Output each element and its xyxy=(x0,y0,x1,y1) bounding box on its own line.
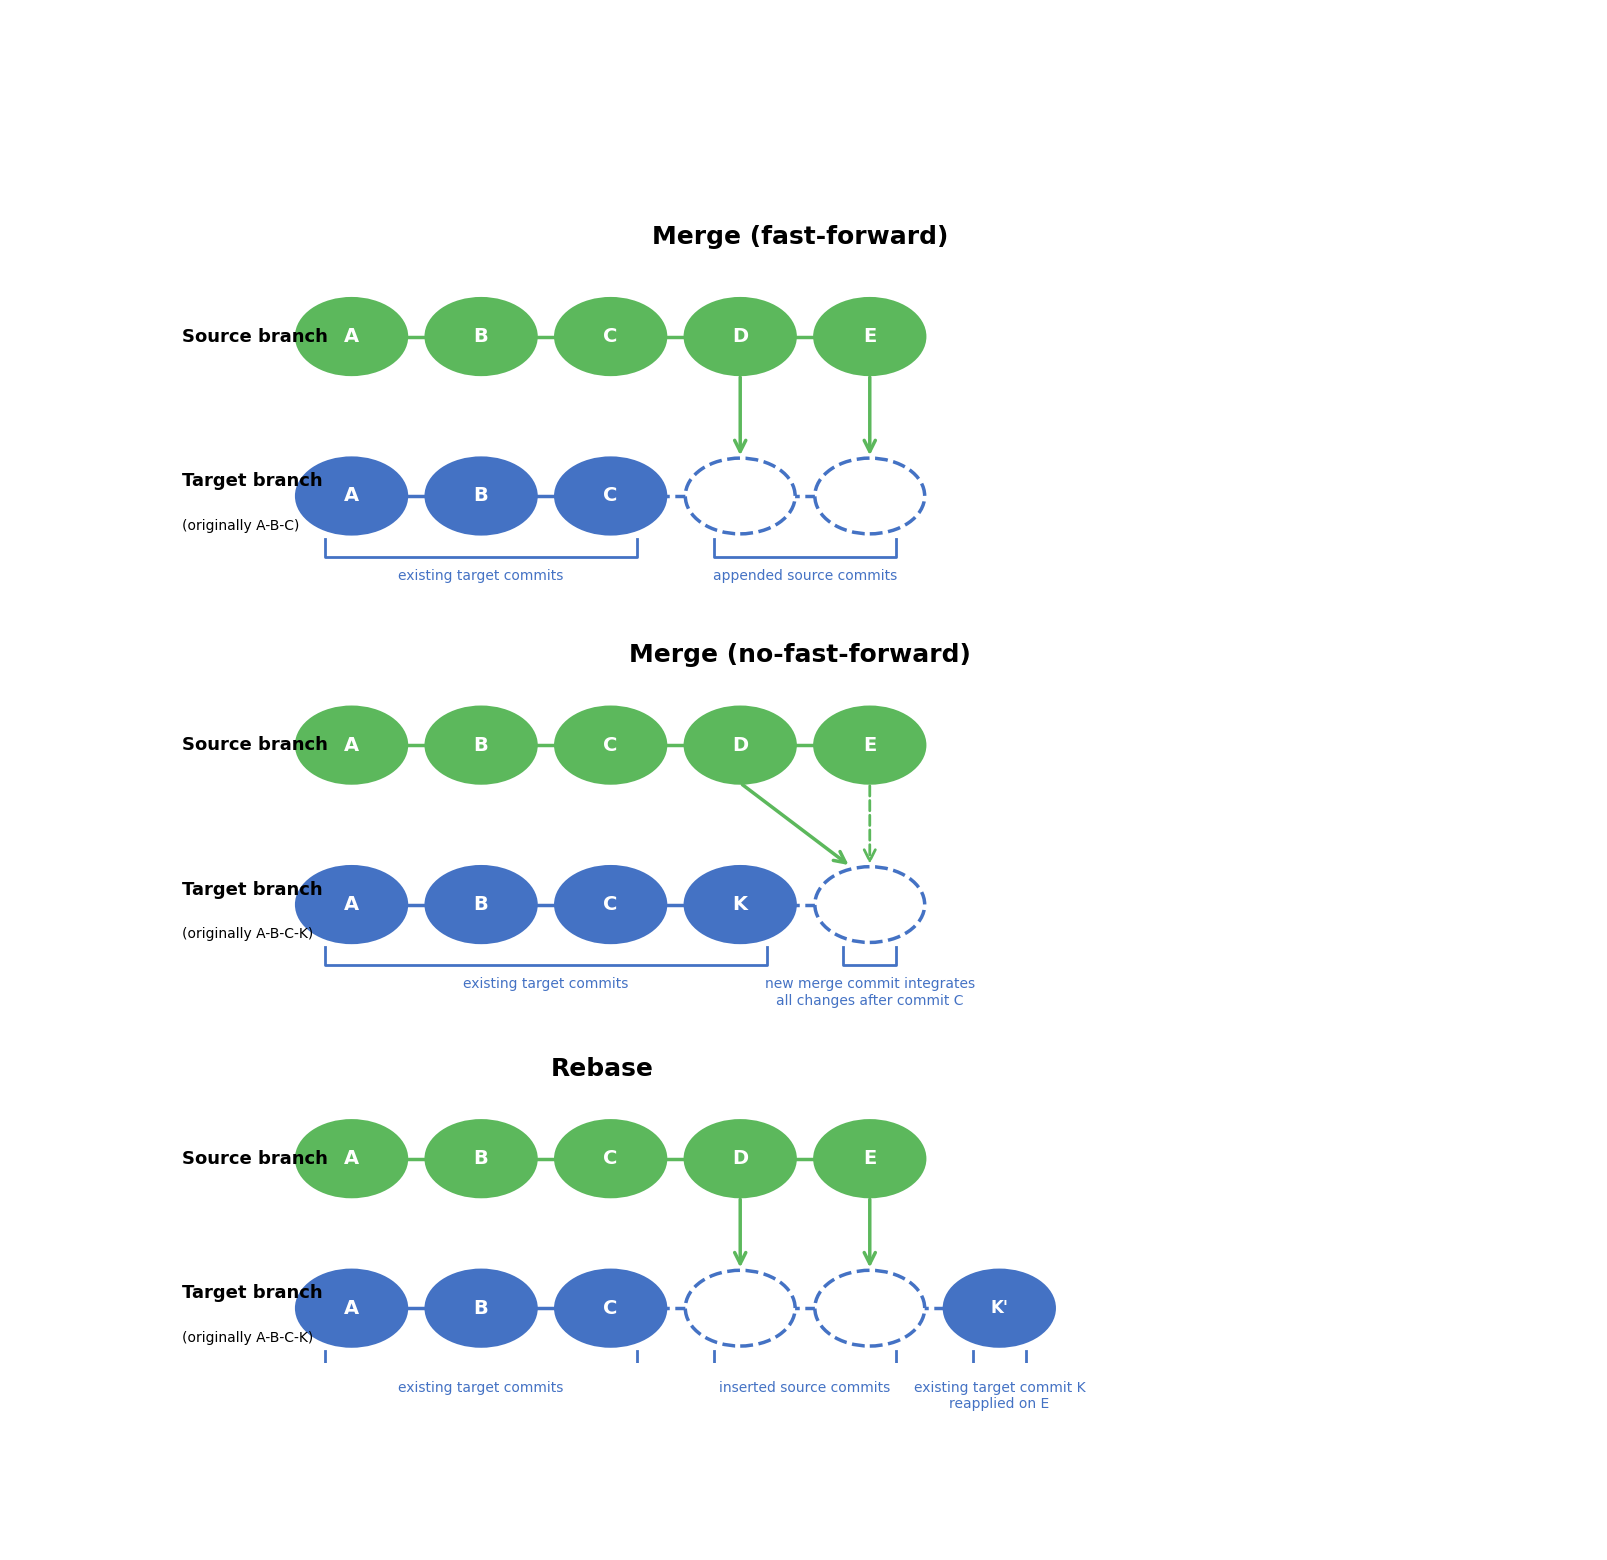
Ellipse shape xyxy=(556,298,665,374)
Ellipse shape xyxy=(815,1120,924,1197)
Ellipse shape xyxy=(426,1120,537,1197)
Ellipse shape xyxy=(297,459,407,534)
Ellipse shape xyxy=(426,459,537,534)
Text: existing target commits: existing target commits xyxy=(463,977,628,991)
Ellipse shape xyxy=(685,459,795,534)
Text: B: B xyxy=(474,328,489,346)
Text: E: E xyxy=(863,736,876,755)
Text: new merge commit integrates
all changes after commit C: new merge commit integrates all changes … xyxy=(765,977,975,1008)
Text: B: B xyxy=(474,1298,489,1318)
Ellipse shape xyxy=(685,298,795,374)
Text: C: C xyxy=(604,1150,617,1168)
Text: existing target commits: existing target commits xyxy=(399,1381,564,1395)
Text: Rebase: Rebase xyxy=(551,1058,654,1081)
Text: A: A xyxy=(344,895,358,914)
Ellipse shape xyxy=(556,459,665,534)
Text: existing target commit K
reapplied on E: existing target commit K reapplied on E xyxy=(913,1381,1085,1412)
Text: B: B xyxy=(474,487,489,505)
Text: D: D xyxy=(733,1150,749,1168)
Text: D: D xyxy=(733,1298,749,1318)
Text: A: A xyxy=(344,736,358,755)
Ellipse shape xyxy=(815,707,924,783)
Ellipse shape xyxy=(685,1270,795,1346)
Text: E: E xyxy=(863,487,876,505)
Text: Merge (no-fast-forward): Merge (no-fast-forward) xyxy=(628,643,971,668)
Text: Target branch: Target branch xyxy=(182,880,323,899)
Ellipse shape xyxy=(297,867,407,942)
Text: E: E xyxy=(863,1150,876,1168)
Text: C: C xyxy=(604,328,617,346)
Text: E: E xyxy=(863,328,876,346)
Text: K: K xyxy=(733,895,747,914)
Text: Target branch: Target branch xyxy=(182,1284,323,1303)
Ellipse shape xyxy=(426,867,537,942)
Text: (originally A-B-C-K): (originally A-B-C-K) xyxy=(182,928,313,942)
Text: D: D xyxy=(733,328,749,346)
Ellipse shape xyxy=(297,707,407,783)
Text: B: B xyxy=(474,736,489,755)
Text: D: D xyxy=(733,487,749,505)
Text: Merge (fast-forward): Merge (fast-forward) xyxy=(652,225,948,250)
Ellipse shape xyxy=(556,1120,665,1197)
Text: E: E xyxy=(863,1298,876,1318)
Text: (originally A-B-C-K): (originally A-B-C-K) xyxy=(182,1331,313,1345)
Text: A: A xyxy=(344,328,358,346)
Ellipse shape xyxy=(945,1270,1054,1346)
Ellipse shape xyxy=(556,1270,665,1346)
Ellipse shape xyxy=(815,459,924,534)
Text: C: C xyxy=(604,487,617,505)
Text: A: A xyxy=(344,1298,358,1318)
Text: C: C xyxy=(604,1298,617,1318)
Text: L: L xyxy=(863,895,876,914)
Text: D: D xyxy=(733,736,749,755)
Ellipse shape xyxy=(297,298,407,374)
Text: Target branch: Target branch xyxy=(182,473,323,490)
Ellipse shape xyxy=(685,1120,795,1197)
Text: A: A xyxy=(344,487,358,505)
Ellipse shape xyxy=(297,1120,407,1197)
Text: existing target commits: existing target commits xyxy=(399,569,564,583)
Ellipse shape xyxy=(685,707,795,783)
Ellipse shape xyxy=(556,707,665,783)
Ellipse shape xyxy=(815,867,924,942)
Text: Source branch: Source branch xyxy=(182,736,328,753)
Ellipse shape xyxy=(556,867,665,942)
Text: C: C xyxy=(604,895,617,914)
Text: (originally A-B-C): (originally A-B-C) xyxy=(182,519,299,534)
Ellipse shape xyxy=(426,707,537,783)
Text: appended source commits: appended source commits xyxy=(714,569,897,583)
Text: B: B xyxy=(474,895,489,914)
Text: B: B xyxy=(474,1150,489,1168)
Text: Source branch: Source branch xyxy=(182,1150,328,1168)
Ellipse shape xyxy=(685,867,795,942)
Text: inserted source commits: inserted source commits xyxy=(720,1381,890,1395)
Text: K': K' xyxy=(990,1299,1008,1317)
Text: A: A xyxy=(344,1150,358,1168)
Ellipse shape xyxy=(815,298,924,374)
Ellipse shape xyxy=(815,1270,924,1346)
Ellipse shape xyxy=(426,1270,537,1346)
Text: Source branch: Source branch xyxy=(182,328,328,345)
Text: C: C xyxy=(604,736,617,755)
Ellipse shape xyxy=(426,298,537,374)
Ellipse shape xyxy=(297,1270,407,1346)
